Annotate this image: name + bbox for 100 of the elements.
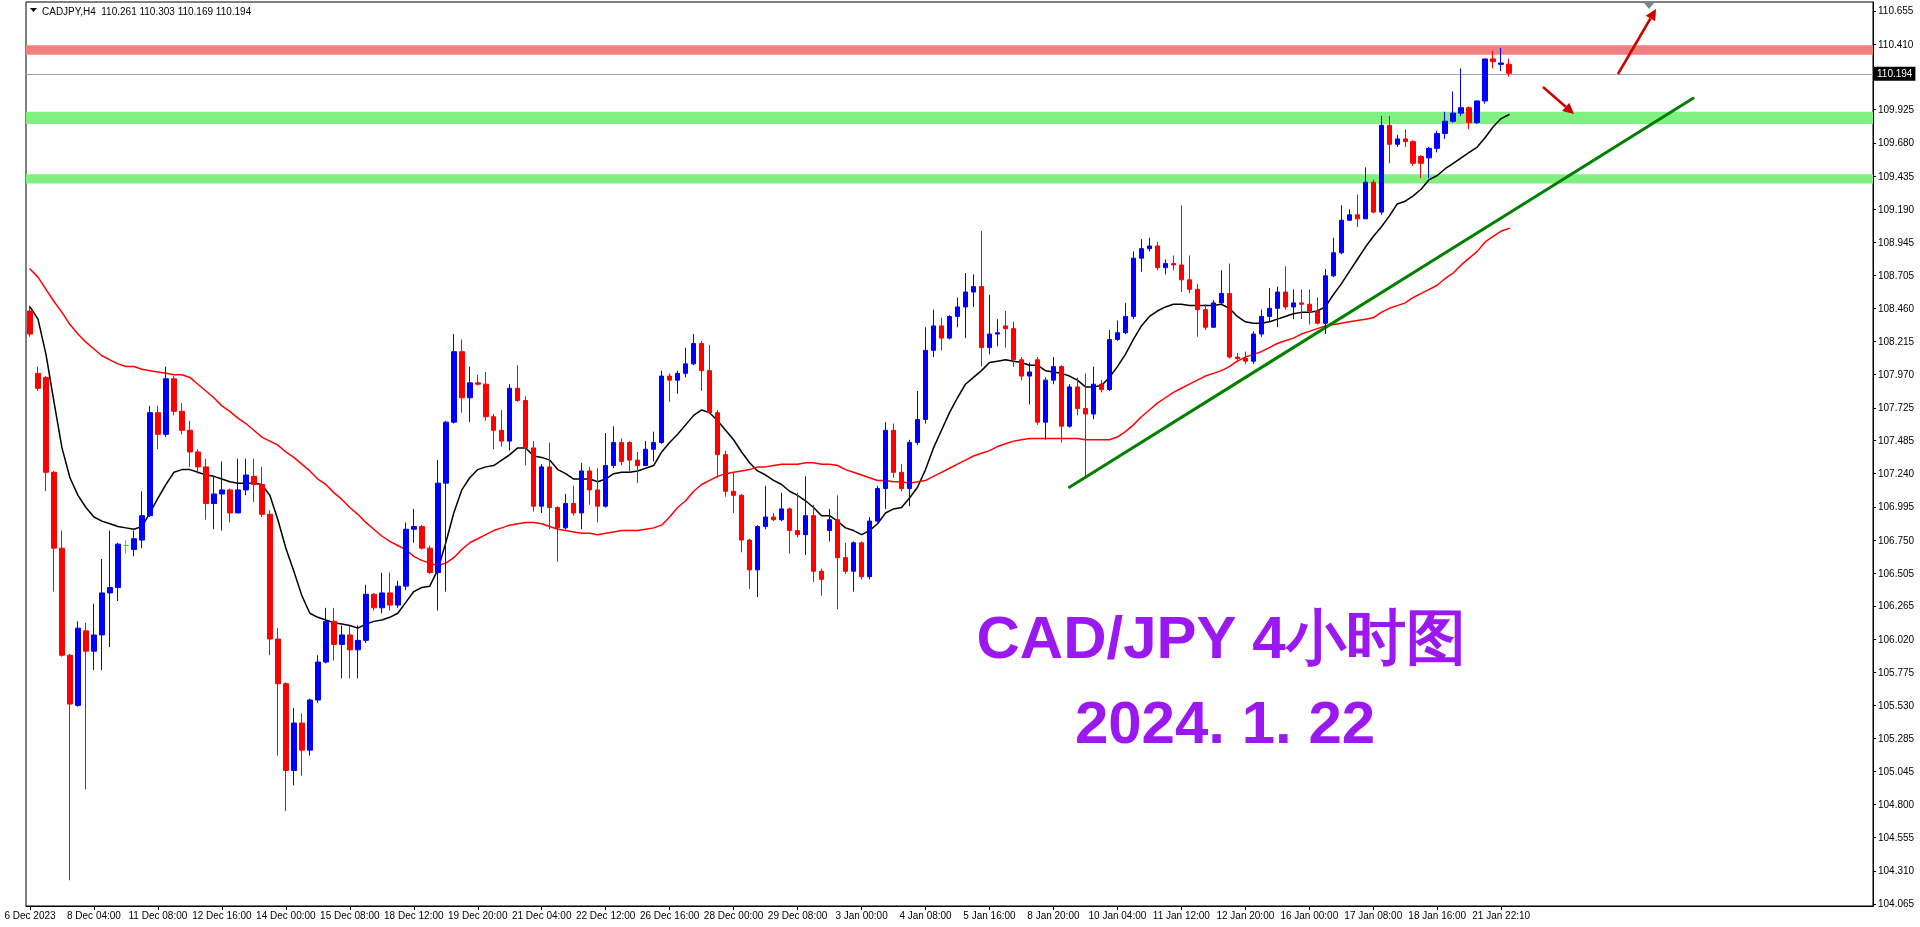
candlestick <box>91 603 97 671</box>
candlestick <box>1099 379 1104 393</box>
candlestick <box>147 405 153 518</box>
candlestick <box>315 654 321 704</box>
candlestick <box>1147 237 1152 252</box>
candlestick <box>803 475 808 556</box>
candlestick <box>1067 383 1072 429</box>
candlestick <box>323 607 329 664</box>
y-tick-label: 108.460 <box>1878 302 1915 314</box>
x-tick-label: 6 Dec 2023 <box>4 909 57 921</box>
candlestick <box>907 439 912 507</box>
x-tick-label: 8 Jan 20:00 <box>1027 909 1081 921</box>
candlestick <box>659 370 664 445</box>
candlestick <box>571 485 576 517</box>
candlestick <box>883 421 888 510</box>
candlestick <box>411 508 417 544</box>
candlestick <box>579 462 584 530</box>
candlestick <box>1227 263 1232 359</box>
y-tick-label: 104.065 <box>1878 898 1915 910</box>
y-tick-label: 108.945 <box>1878 237 1915 249</box>
candlestick <box>931 309 936 358</box>
candlestick <box>731 471 736 514</box>
y-tick-label: 107.725 <box>1878 402 1915 414</box>
y-tick-label: 104.800 <box>1878 798 1915 810</box>
candlestick <box>619 437 624 467</box>
candlestick <box>227 488 233 523</box>
candlestick <box>235 458 241 514</box>
candlestick <box>291 707 297 786</box>
candlestick <box>251 458 257 503</box>
candlestick <box>1219 269 1224 305</box>
candlestick <box>1490 50 1496 69</box>
y-tick-label: 109.925 <box>1878 104 1915 116</box>
candlestick <box>387 572 393 612</box>
candlestick <box>1371 179 1376 214</box>
candlestick <box>1291 288 1296 320</box>
candlestick <box>867 516 872 580</box>
annotation: CADJPY,H4 110.261 110.303 110.169 110.194 <box>42 5 252 17</box>
candlestick <box>1131 250 1136 320</box>
candlestick <box>651 431 656 462</box>
candlestick <box>1339 204 1344 255</box>
candlestick <box>1426 146 1432 179</box>
candlestick <box>771 512 776 522</box>
candlestick <box>179 402 185 435</box>
candlestick <box>1163 259 1168 275</box>
candlestick <box>971 273 976 308</box>
candlestick <box>1466 105 1472 130</box>
candlestick <box>843 542 848 575</box>
x-tick-label: 12 Jan 20:00 <box>1216 909 1275 921</box>
candlestick <box>1243 351 1248 365</box>
x-tick-label: 17 Jan 08:00 <box>1344 909 1403 921</box>
candlestick <box>595 467 600 523</box>
y-tick-label: 106.020 <box>1878 633 1915 645</box>
candlestick <box>1307 288 1312 326</box>
candlestick <box>891 423 896 479</box>
candlestick <box>611 425 616 469</box>
y-tick-label: 105.045 <box>1878 765 1915 777</box>
candlestick <box>523 395 528 467</box>
candlestick <box>851 540 856 593</box>
y-tick-label: 109.190 <box>1878 203 1915 215</box>
candlestick <box>331 607 337 662</box>
candlestick <box>363 584 369 644</box>
candlestick <box>899 463 904 492</box>
candlestick <box>627 440 632 473</box>
candlestick <box>35 366 41 392</box>
candlestick <box>1211 299 1216 328</box>
candlestick <box>747 538 752 590</box>
candlestick <box>211 475 217 530</box>
candlestick <box>1315 296 1320 326</box>
candlestick <box>443 420 449 593</box>
y-tick-label: 106.750 <box>1878 534 1915 546</box>
candlestick <box>355 624 361 679</box>
y-tick-label: 110.410 <box>1878 38 1914 50</box>
candlestick <box>1003 310 1008 349</box>
candlestick <box>139 490 145 549</box>
candlestick <box>683 347 688 378</box>
candlestick <box>131 530 137 557</box>
candlestick <box>723 450 728 498</box>
candlestick <box>915 390 920 446</box>
candlestick <box>555 505 560 563</box>
candlestick <box>27 305 33 338</box>
candlestick <box>635 451 640 484</box>
candlestick <box>947 314 952 340</box>
candlestick <box>667 372 672 403</box>
candlestick <box>1283 265 1288 311</box>
candlestick <box>1203 303 1208 331</box>
candlestick <box>1387 115 1392 164</box>
candlestick <box>1123 302 1128 335</box>
candlestick <box>283 681 289 812</box>
candlestick <box>1155 241 1160 271</box>
candlestick <box>1051 356 1056 385</box>
candlestick <box>171 375 177 416</box>
candlestick <box>1043 376 1048 441</box>
y-tick-label: 105.285 <box>1878 733 1915 745</box>
candlestick <box>715 409 720 479</box>
candlestick <box>1083 372 1088 477</box>
x-tick-label: 3 Jan 00:00 <box>835 909 889 921</box>
candlestick <box>51 470 57 593</box>
candlestick <box>603 432 608 509</box>
candlestick <box>995 318 1000 347</box>
text: 2024. 1. 22 <box>1074 688 1376 756</box>
